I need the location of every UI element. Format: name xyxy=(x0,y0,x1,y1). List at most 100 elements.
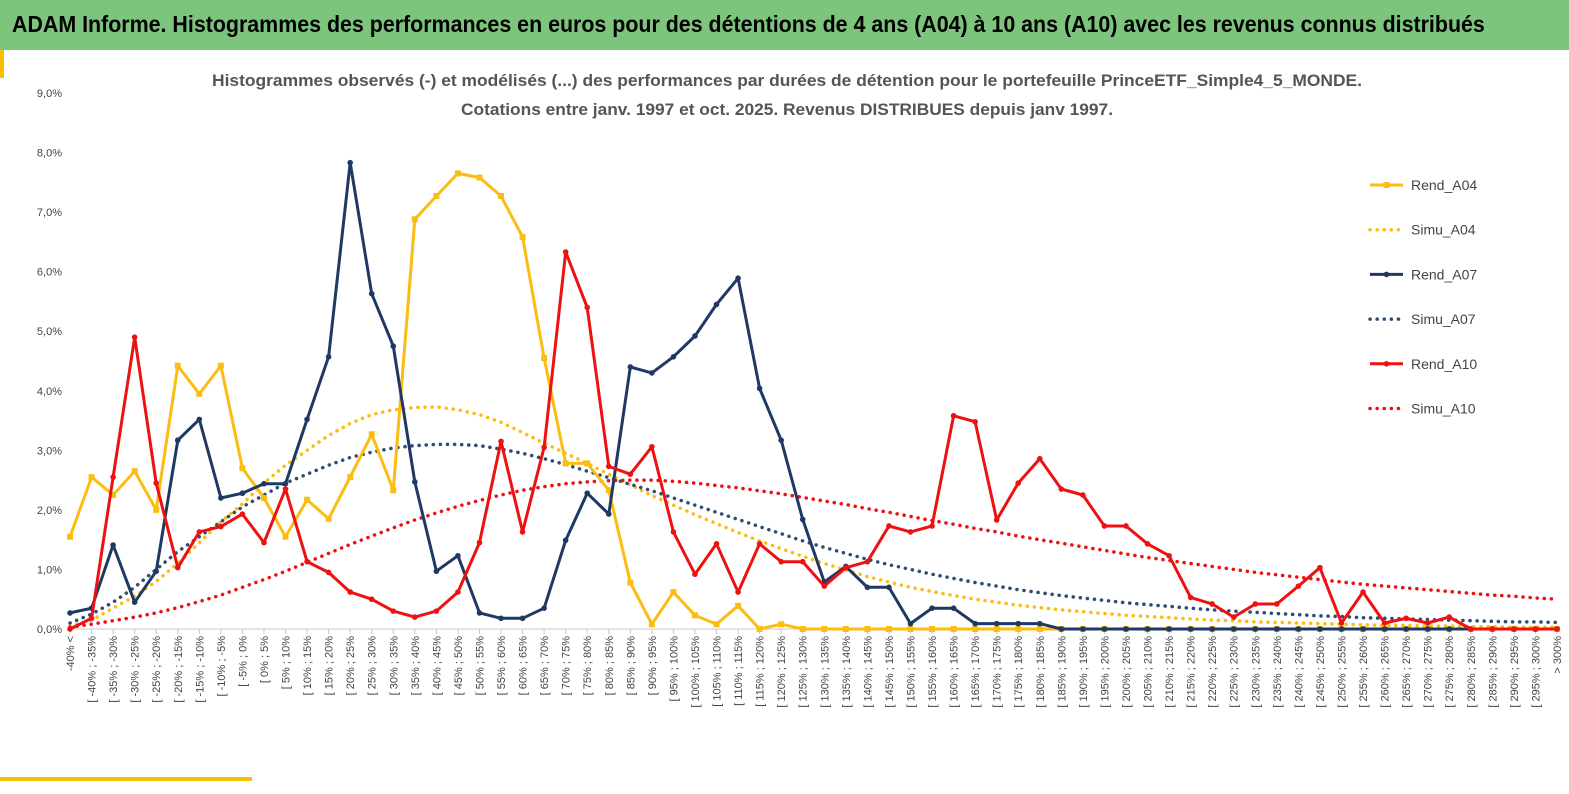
data-point xyxy=(713,541,720,547)
data-point xyxy=(541,605,547,611)
series-line-Simu_A04 xyxy=(68,405,1559,629)
data-point xyxy=(1036,626,1043,632)
x-tick-label: [ 220% ; 225% xyxy=(1207,636,1219,708)
data-point xyxy=(239,490,246,497)
data-point xyxy=(476,610,483,616)
x-tick-label: [ 90% ; 95% xyxy=(647,636,659,696)
x-tick-label: [ 120% ; 125% xyxy=(776,636,788,708)
x-tick-label: [ 60% ; 65% xyxy=(518,636,530,696)
x-tick-label: [ 25% ; 30% xyxy=(367,636,379,696)
accent-bar-bottom xyxy=(0,777,252,781)
data-point xyxy=(756,385,763,392)
chart-area: Histogrammes observés (-) et modélisés (… xyxy=(0,50,1569,789)
x-tick-label: [ 170% ; 175% xyxy=(992,636,1004,708)
data-point xyxy=(821,583,828,589)
data-point xyxy=(778,621,785,628)
data-point xyxy=(1360,589,1366,595)
x-tick-label: [ 5% ; 10% xyxy=(281,636,293,689)
data-point xyxy=(649,443,655,450)
data-point xyxy=(649,370,655,376)
data-point xyxy=(67,533,73,540)
data-point xyxy=(1403,626,1409,632)
x-tick-label: [ -15% ; -10% xyxy=(194,636,206,703)
data-point xyxy=(304,416,310,423)
data-point xyxy=(455,552,461,559)
data-point xyxy=(929,523,935,529)
data-point xyxy=(110,492,117,498)
y-tick-label: 1,0% xyxy=(37,564,62,576)
data-point xyxy=(174,362,181,369)
series-line-Rend_A10 xyxy=(69,250,1557,631)
data-point xyxy=(972,626,979,632)
data-point xyxy=(218,495,224,501)
header-banner: ADAM Informe. Histogrammes des performan… xyxy=(0,0,1569,50)
data-point xyxy=(131,599,138,605)
x-tick-label: [ 115% ; 120% xyxy=(755,636,767,707)
data-point xyxy=(325,515,332,522)
y-tick-label: 7,0% xyxy=(37,207,62,219)
data-point xyxy=(196,390,203,397)
data-point xyxy=(261,480,267,487)
data-point xyxy=(1554,626,1560,632)
x-tick-label: [ 255% ; 260% xyxy=(1358,636,1370,708)
legend-label: Rend_A04 xyxy=(1411,177,1477,193)
data-point xyxy=(627,579,634,586)
data-point xyxy=(778,558,784,565)
data-point xyxy=(907,620,914,627)
x-tick-label: [ 250% ; 255% xyxy=(1336,636,1348,708)
x-tick-label: [ 40% ; 45% xyxy=(431,636,443,696)
data-point xyxy=(1123,523,1129,529)
x-axis: -40% < [ -40% ; -35% [ -35% ; -30% [ -30% ;… xyxy=(65,628,1564,708)
x-tick-label: [ -40% ; -35% xyxy=(87,636,99,703)
data-point xyxy=(1187,594,1194,601)
x-tick-label: [ -10% ; -5% xyxy=(216,636,228,697)
legend[interactable]: Rend_A04 Simu_A04 Rend_A07 Simu_A07 Rend_A10… xyxy=(1327,160,1517,432)
legend-item-Rend_A07[interactable]: Rend_A07 xyxy=(1370,266,1477,282)
legend-marker xyxy=(1383,271,1390,278)
data-point xyxy=(131,334,138,340)
data-point xyxy=(605,463,612,470)
y-tick-label: 9,0% xyxy=(37,88,62,100)
x-tick-label: [ 50% ; 55% xyxy=(474,636,486,696)
data-point xyxy=(476,174,483,181)
x-tick-label: [ 70% ; 75% xyxy=(561,636,573,696)
data-point xyxy=(153,506,160,513)
data-point xyxy=(1338,626,1345,632)
data-point xyxy=(196,529,203,535)
data-point xyxy=(519,529,526,535)
data-point xyxy=(390,608,397,614)
data-point xyxy=(1015,480,1022,486)
legend-item-Rend_A10[interactable]: Rend_A10 xyxy=(1370,356,1477,372)
x-tick-label: [ 280% ; 285% xyxy=(1466,636,1478,708)
data-point xyxy=(1209,626,1215,632)
data-point xyxy=(907,529,914,535)
data-point xyxy=(605,511,612,517)
data-point xyxy=(347,589,353,595)
data-point xyxy=(476,539,483,546)
x-tick-label: [ -35% ; -30% xyxy=(108,636,120,703)
x-tick-label: [ -20% ; -15% xyxy=(173,636,185,703)
x-tick-label: [ 200% ; 205% xyxy=(1121,636,1133,708)
data-point xyxy=(929,626,936,632)
data-point xyxy=(1317,564,1323,571)
x-tick-label: [ 140% ; 145% xyxy=(862,636,874,708)
data-point xyxy=(110,542,116,548)
data-point xyxy=(735,602,742,609)
x-tick-label: [ 150% ; 155% xyxy=(905,636,917,708)
data-point xyxy=(261,539,267,546)
data-point xyxy=(1166,626,1172,632)
x-tick-label: > 300% xyxy=(1552,636,1564,674)
data-point xyxy=(1532,626,1539,632)
data-point xyxy=(131,468,138,475)
legend-item-Simu_A04[interactable]: Simu_A04 xyxy=(1368,222,1476,238)
data-point xyxy=(627,471,634,477)
legend-item-Simu_A10[interactable]: Simu_A10 xyxy=(1368,401,1476,417)
data-point xyxy=(325,569,332,576)
x-tick-label: [ 285% ; 290% xyxy=(1487,636,1499,708)
legend-item-Simu_A07[interactable]: Simu_A07 xyxy=(1368,311,1476,327)
data-point xyxy=(864,626,871,632)
data-point xyxy=(713,621,720,628)
data-point xyxy=(541,444,547,451)
y-tick-label: 2,0% xyxy=(37,505,62,517)
legend-item-Rend_A04[interactable]: Rend_A04 xyxy=(1370,177,1477,193)
